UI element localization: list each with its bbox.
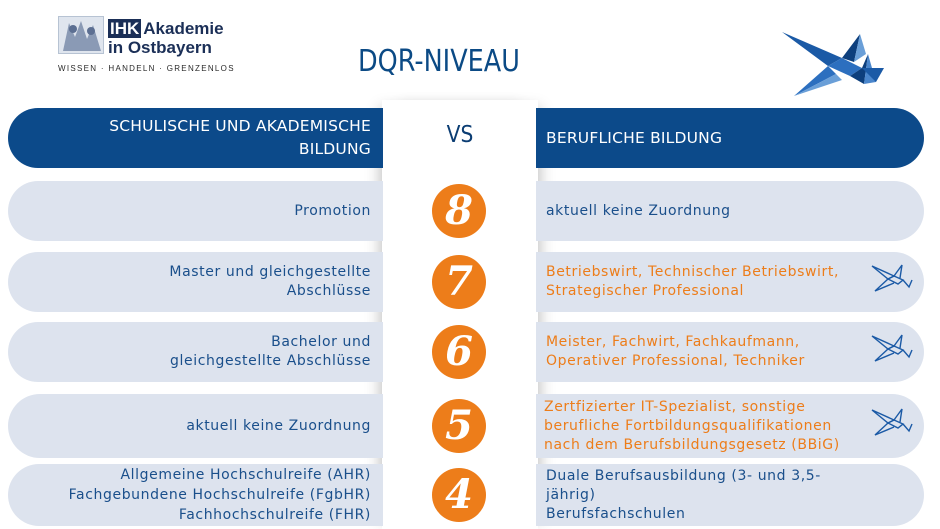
left-cell-line: gleichgestellte Abschlüsse: [170, 353, 371, 369]
left-cell-level-5: aktuell keine Zuordnung: [8, 394, 383, 458]
right-header: BERUFLICHE BILDUNG: [536, 108, 924, 168]
right-header-label: BERUFLICHE BILDUNG: [546, 128, 723, 147]
page-title: DQR-NIVEAU: [358, 44, 520, 79]
right-cell-line: Strategischer Professional: [546, 283, 745, 299]
left-cell-line: aktuell keine Zuordnung: [186, 417, 371, 434]
right-cell-level-4: Duale Berufsausbildung (3- und 3,5-jähri…: [536, 464, 924, 526]
left-cell-line: Master und gleichgestellte: [169, 264, 371, 280]
right-cell-line: Duale Berufsausbildung (3- und 3,5-jähri…: [546, 467, 821, 503]
ihk-logo[interactable]: IHK Akademie in Ostbayern WISSEN · HANDEL…: [58, 16, 258, 76]
logo-line1: IHK Akademie: [108, 19, 224, 39]
right-cell-line: Operativer Professional, Techniker: [546, 353, 805, 369]
left-cell-line: Abschlüsse: [286, 283, 371, 299]
right-cell-line: Betriebswirt, Technischer Betriebswirt,: [546, 264, 840, 280]
level-badge-8: 8: [432, 184, 486, 238]
left-cell-line: Fachgebundene Hochschulreife (FgbHR): [68, 487, 371, 503]
right-cell-line: Berufsfachschulen: [546, 505, 686, 522]
left-cell-line: Promotion: [294, 202, 371, 219]
right-cell-line: Zertfizierter IT-Spezialist, sonstige: [544, 398, 806, 415]
right-cell-line: aktuell keine Zuordnung: [546, 202, 731, 219]
right-cell-level-8: aktuell keine Zuordnung: [536, 181, 924, 241]
level-badge-5: 5: [432, 399, 486, 453]
center-column: [382, 100, 538, 529]
right-cell-level-5: Zertfizierter IT-Spezialist, sonstige be…: [536, 394, 924, 458]
logo-tagline: WISSEN · HANDELN · GRENZENLOS: [58, 64, 235, 73]
swallow-icon: [871, 334, 913, 362]
right-cell-line: nach dem Berufsbildungsgesetz (BBiG): [544, 436, 840, 453]
left-cell-level-4: Allgemeine Hochschulreife (AHR) Fachgebu…: [8, 464, 383, 526]
right-cell-line: Meister, Fachwirt, Fachkaufmann,: [546, 334, 800, 350]
swallow-icon: [871, 264, 913, 292]
left-cell-level-7: Master und gleichgestellte Abschlüsse: [8, 252, 383, 312]
level-badge-7: 7: [432, 255, 486, 309]
vs-label: VS: [446, 122, 474, 148]
left-header-line: SCHULISCHE UND AKADEMISCHE: [109, 117, 371, 135]
level-badge-6: 6: [432, 325, 486, 379]
left-cell-level-8: Promotion: [8, 181, 383, 241]
level-badge-4: 4: [432, 468, 486, 522]
logo-abbr: IHK: [108, 19, 142, 38]
swallow-icon: [782, 32, 884, 96]
right-cell-line: berufliche Fortbildungsqualifikationen: [544, 417, 832, 434]
left-header-line: BILDUNG: [298, 140, 371, 158]
left-cell-line: Allgemeine Hochschulreife (AHR): [120, 467, 371, 483]
coat-of-arms-icon: [58, 16, 104, 54]
left-cell-line: Fachhochschulreife (FHR): [178, 507, 371, 523]
logo-line1-text: Akademie: [143, 19, 224, 38]
left-cell-line: Bachelor und: [271, 334, 371, 350]
right-cell-level-7: Betriebswirt, Technischer Betriebswirt, …: [536, 252, 924, 312]
swallow-icon: [871, 408, 913, 436]
left-cell-level-6: Bachelor und gleichgestellte Abschlüsse: [8, 322, 383, 382]
logo-line2: in Ostbayern: [108, 38, 212, 57]
left-header: SCHULISCHE UND AKADEMISCHE BILDUNG: [8, 108, 383, 168]
right-cell-level-6: Meister, Fachwirt, Fachkaufmann, Operati…: [536, 322, 924, 382]
